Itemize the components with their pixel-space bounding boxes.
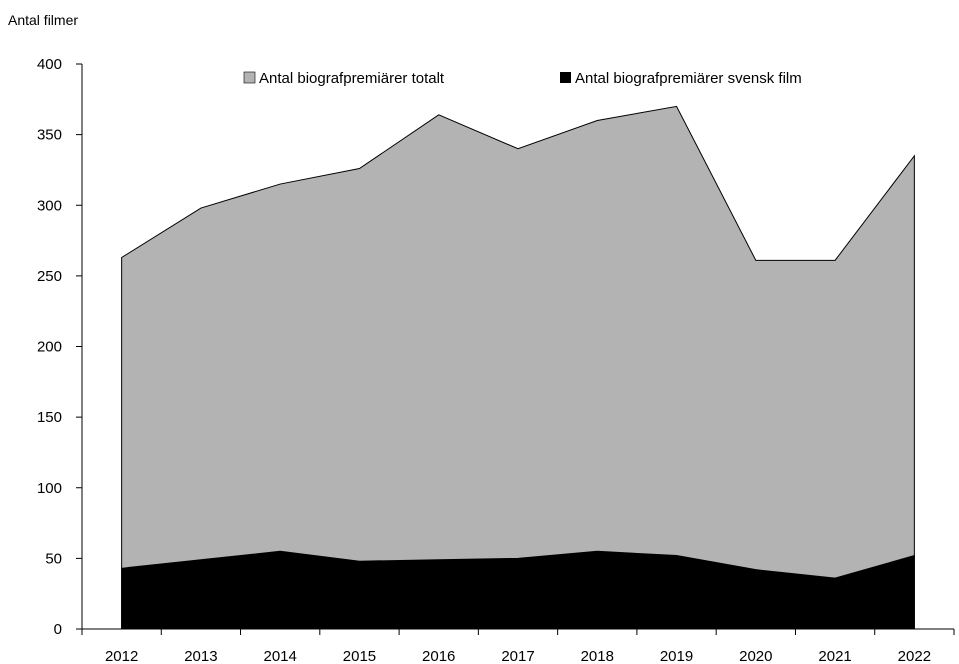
x-tick-label: 2022 (898, 648, 931, 664)
legend: Antal biografpremiärer totalt Antal biog… (243, 70, 802, 87)
x-tick-label: 2015 (343, 648, 376, 664)
y-tick-label: 100 (37, 480, 62, 497)
legend-swatch-total (243, 71, 256, 84)
y-tick-label: 300 (37, 197, 62, 214)
x-tick-label: 2016 (422, 648, 455, 664)
y-tick-label: 0 (54, 621, 62, 638)
y-tick-label: 150 (37, 409, 62, 426)
plot-areas (121, 105, 915, 630)
x-axis-ticks: 2012 2013 2014 2015 2016 2017 2018 2019 2020 2021… (81, 629, 955, 664)
legend-label-swedish: Antal biografpremiärer svensk film (575, 70, 802, 87)
x-tick-label: 2012 (105, 648, 138, 664)
x-tick-label: 2017 (501, 648, 534, 664)
y-tick-label: 350 (37, 127, 62, 144)
y-axis-ticks: 0 50 100 150 200 250 300 350 400 (37, 56, 82, 638)
x-tick-label: 2021 (818, 648, 851, 664)
x-tick-label: 2019 (660, 648, 693, 664)
legend-swatch-swedish (560, 72, 571, 83)
x-tick-label: 2020 (739, 648, 772, 664)
y-tick-label: 400 (37, 56, 62, 73)
y-tick-label: 250 (37, 268, 62, 285)
x-tick-label: 2018 (581, 648, 614, 664)
area-series-swedish (121, 550, 915, 630)
y-axis-title: Antal filmer (8, 12, 78, 28)
x-tick-label: 2014 (263, 648, 296, 664)
y-tick-label: 200 (37, 339, 62, 356)
y-tick-label: 50 (45, 550, 62, 567)
area-series-total (121, 105, 915, 630)
legend-label-total: Antal biografpremiärer totalt (259, 70, 445, 87)
x-tick-label: 2013 (184, 648, 217, 664)
